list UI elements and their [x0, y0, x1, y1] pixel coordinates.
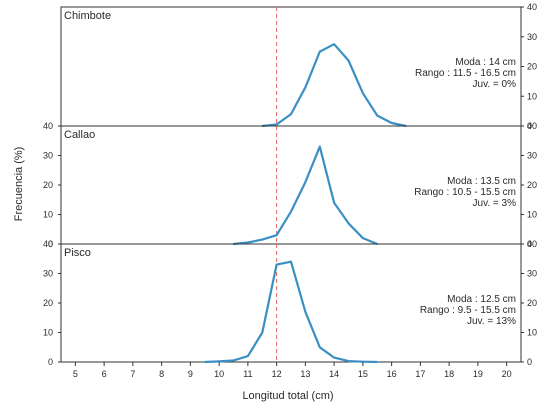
data-point: [347, 59, 350, 62]
right-y-tick-label: 40: [527, 2, 537, 12]
right-y-tick-label: 30: [527, 32, 537, 42]
data-point: [361, 92, 364, 95]
left-y-tick-label: 40: [43, 239, 53, 249]
right-y-tick-label: 30: [527, 151, 537, 161]
data-point: [232, 359, 235, 362]
x-tick-label: 8: [159, 369, 164, 379]
x-tick-label: 13: [300, 369, 310, 379]
data-point: [261, 238, 264, 241]
data-point: [347, 222, 350, 225]
data-point: [304, 181, 307, 183]
series-line: [262, 43, 407, 128]
data-point: [333, 356, 336, 359]
right-y-tick-label: 40: [527, 121, 537, 131]
right-y-tick-label: 10: [527, 328, 537, 338]
panel-title: Pisco: [64, 247, 91, 259]
data-point: [390, 122, 393, 124]
x-tick-label: 17: [415, 369, 425, 379]
left-y-tick-label: 20: [43, 180, 53, 190]
panel-title: Callao: [64, 129, 95, 141]
panel-title: Chimbote: [64, 10, 111, 22]
x-tick-label: 11: [243, 369, 252, 379]
x-tick-label: 16: [387, 369, 397, 379]
right-y-tick-label: 20: [527, 298, 537, 308]
right-y-tick-label: 10: [527, 210, 537, 220]
data-point: [376, 114, 379, 117]
x-tick-label: 12: [272, 369, 282, 379]
right-y-tick-label: 0: [527, 357, 532, 367]
right-y-tick-label: 20: [527, 62, 537, 72]
data-point: [304, 86, 307, 89]
data-point: [275, 234, 278, 237]
right-y-tick-label: 0: [527, 121, 532, 131]
x-tick-label: 15: [358, 369, 368, 379]
data-point: [361, 237, 364, 240]
data-point: [290, 113, 292, 115]
left-y-tick-label: 0: [48, 357, 53, 367]
data-point: [347, 360, 350, 363]
panel-pisco: Pisco 0 0 10 10 20 20 30 30 40 40 Moda : 12.5 cmRan…: [43, 239, 537, 367]
x-tick-label: 19: [473, 369, 483, 379]
x-tick-label: 20: [502, 369, 512, 379]
right-y-tick-label: 0: [527, 239, 532, 249]
x-tick-label: 7: [130, 369, 135, 379]
x-tick-label: 5: [73, 369, 78, 379]
x-tick-label: 14: [329, 369, 339, 379]
data-point: [261, 331, 264, 334]
x-tick-label: 9: [188, 369, 193, 379]
data-point: [318, 145, 321, 148]
panel-annotation: Rango : 9.5 - 15.5 cm: [420, 305, 516, 316]
data-point: [203, 361, 206, 363]
right-y-tick-label: 40: [527, 239, 537, 249]
data-point: [290, 210, 292, 213]
data-point: [318, 346, 321, 349]
left-y-tick-label: 10: [43, 328, 53, 338]
right-y-tick-label: 30: [527, 269, 537, 279]
panel-annotation: Moda : 12.5 cm: [447, 294, 516, 305]
left-y-tick-label: 30: [43, 151, 53, 161]
panel-annotation: Rango : 10.5 - 15.5 cm: [414, 187, 516, 198]
data-point: [246, 241, 249, 244]
series-line: [204, 260, 378, 364]
series-line: [233, 145, 378, 246]
data-point: [275, 123, 278, 126]
data-point: [275, 263, 278, 266]
panel-annotation: Moda : 13.5 cm: [447, 176, 516, 187]
panel-callao: Callao 0 0 10 10 20 20 30 30 40 40 Moda : 13.5 cmRa…: [43, 121, 537, 249]
panel-annotation: Juv. = 0%: [473, 79, 517, 90]
data-point: [376, 361, 379, 363]
data-point: [290, 260, 292, 263]
panel-annotation: Moda : 14 cm: [455, 57, 516, 68]
left-y-tick-label: 40: [43, 121, 53, 131]
x-tick-label: 18: [444, 369, 454, 379]
left-y-tick-label: 30: [43, 269, 53, 279]
left-y-tick-label: 20: [43, 298, 53, 308]
panel-annotation: Juv. = 13%: [467, 316, 516, 327]
data-point: [218, 360, 221, 363]
panel-annotation: Rango : 11.5 - 16.5 cm: [415, 68, 516, 79]
data-point: [246, 355, 249, 357]
right-y-tick-label: 10: [527, 91, 537, 101]
left-y-tick-label: 10: [43, 210, 53, 220]
right-y-tick-label: 20: [527, 180, 537, 190]
x-tick-label: 10: [214, 369, 224, 379]
panel-annotation: Juv. = 3%: [473, 198, 517, 209]
x-axis-title: Longitud total (cm): [242, 390, 333, 402]
panel-frame: [60, 6, 522, 127]
left-y-tick-label: 0: [48, 239, 53, 249]
data-point: [318, 50, 321, 53]
x-tick-label: 6: [102, 369, 107, 379]
data-point: [333, 43, 336, 46]
data-point: [333, 201, 336, 204]
y-axis-title: Frecuencia (%): [13, 147, 25, 222]
data-point: [304, 310, 307, 313]
